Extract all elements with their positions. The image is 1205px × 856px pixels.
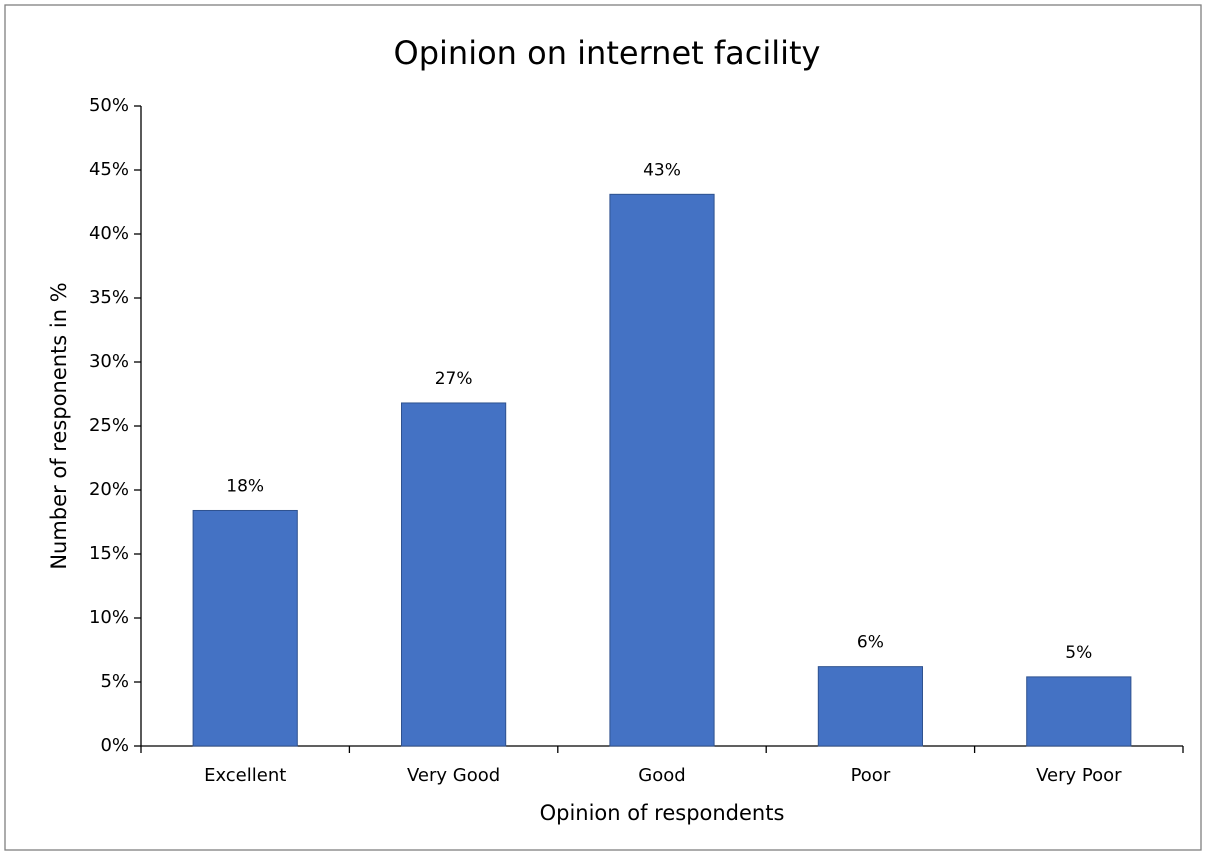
- bar: [401, 402, 507, 747]
- x-tick-label: Good: [638, 765, 685, 786]
- y-tick-label: 35%: [89, 287, 129, 308]
- chart-border: [4, 4, 1202, 851]
- y-tick-label: 5%: [100, 671, 129, 692]
- y-tick-label: 45%: [89, 159, 129, 180]
- y-tick-label: 20%: [89, 479, 129, 500]
- bar: [192, 509, 298, 747]
- y-tick-label: 40%: [89, 223, 129, 244]
- chart-title: Opinion on internet facility: [394, 34, 821, 72]
- y-tick-label: 15%: [89, 543, 129, 564]
- data-label: 18%: [226, 476, 264, 496]
- x-tick-label: Poor: [851, 765, 891, 786]
- data-label: 43%: [643, 160, 681, 180]
- y-tick-label: 0%: [100, 735, 129, 756]
- y-tick-label: 10%: [89, 607, 129, 628]
- data-label: 5%: [1065, 643, 1092, 663]
- y-tick-label: 50%: [89, 95, 129, 116]
- bar: [1026, 676, 1132, 747]
- y-tick-label: 30%: [89, 351, 129, 372]
- x-tick-label: Excellent: [204, 765, 286, 786]
- y-axis-title: Number of responents in %: [47, 282, 71, 569]
- x-tick-label: Very Good: [407, 765, 500, 786]
- y-tick-label: 25%: [89, 415, 129, 436]
- bar: [609, 193, 715, 747]
- x-tick-label: Very Poor: [1036, 765, 1122, 786]
- x-axis-title: Opinion of respondents: [540, 801, 785, 825]
- data-label: 6%: [857, 633, 884, 653]
- data-label: 27%: [435, 369, 473, 389]
- bar: [817, 666, 923, 747]
